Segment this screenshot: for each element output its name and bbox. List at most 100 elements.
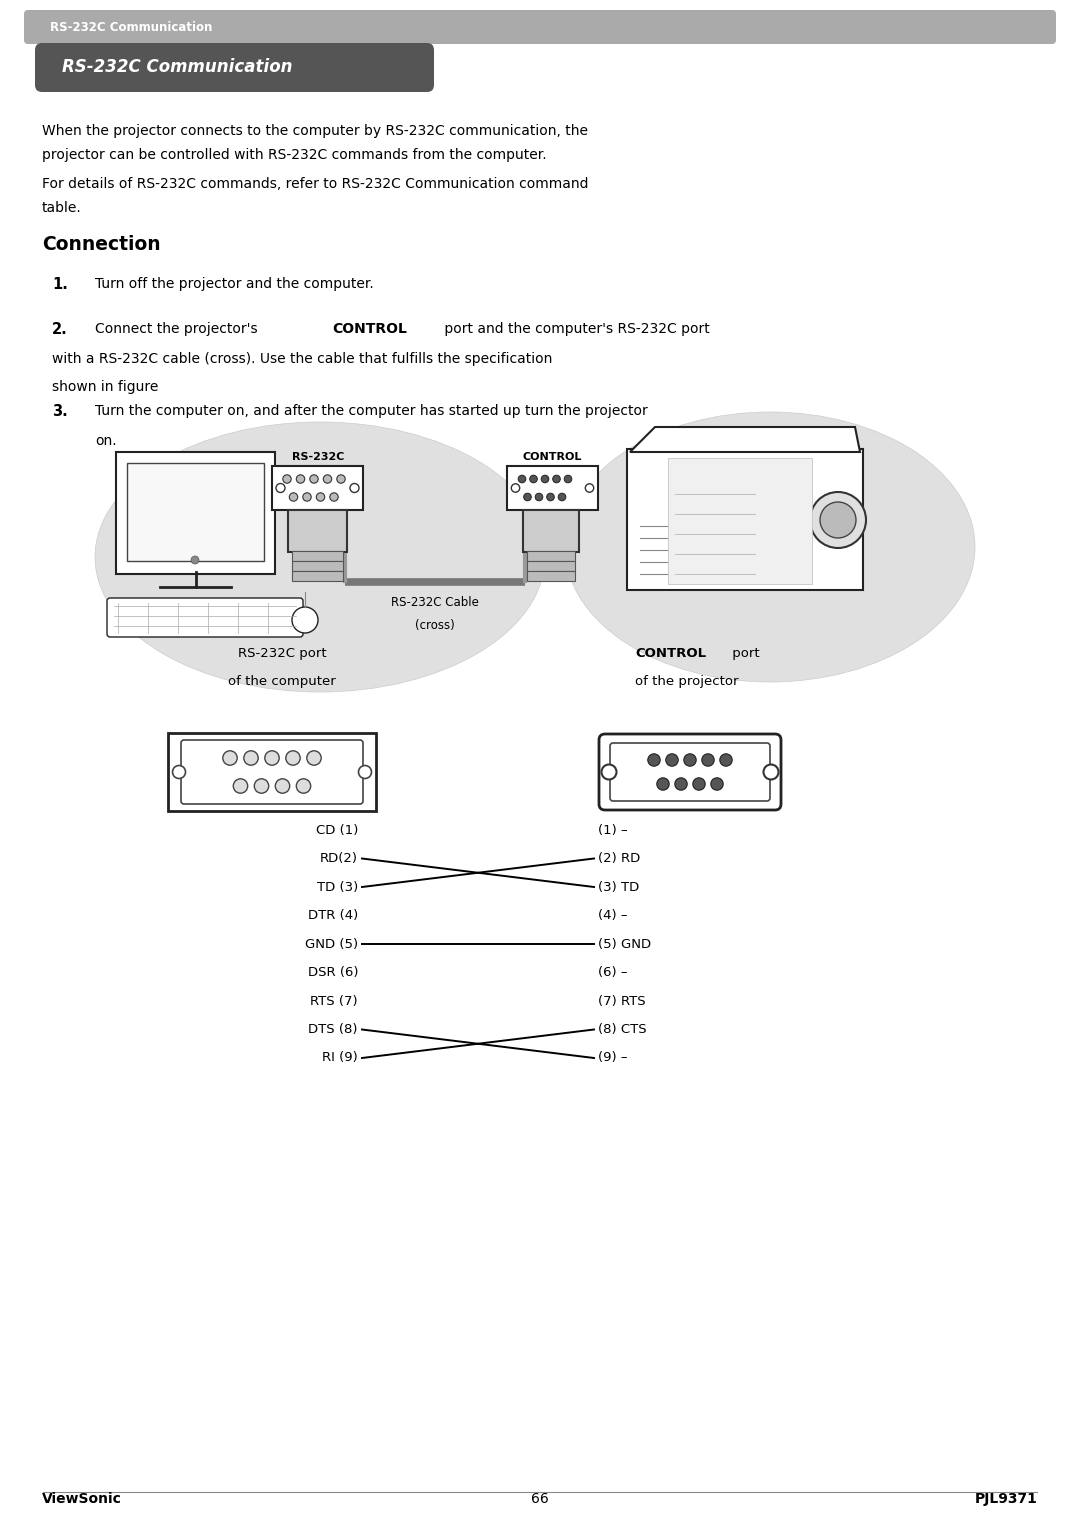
FancyBboxPatch shape	[107, 597, 303, 637]
Text: on.: on.	[95, 434, 117, 447]
FancyBboxPatch shape	[507, 466, 598, 510]
Circle shape	[307, 751, 321, 764]
Circle shape	[276, 484, 285, 492]
Circle shape	[302, 493, 311, 501]
Circle shape	[719, 754, 732, 766]
Text: CONTROL: CONTROL	[635, 647, 706, 660]
Text: 2.: 2.	[52, 322, 68, 337]
Circle shape	[536, 493, 543, 501]
Circle shape	[665, 754, 678, 766]
Text: RTS (7): RTS (7)	[310, 994, 357, 1008]
Text: DSR (6): DSR (6)	[308, 967, 357, 979]
Circle shape	[553, 475, 561, 483]
FancyBboxPatch shape	[288, 510, 347, 552]
Text: of the projector: of the projector	[635, 676, 739, 688]
Circle shape	[289, 493, 298, 501]
Circle shape	[692, 778, 705, 791]
Text: RS-232C: RS-232C	[292, 452, 345, 463]
Text: CD (1): CD (1)	[315, 824, 357, 836]
Circle shape	[546, 493, 554, 501]
Text: (7) RTS: (7) RTS	[598, 994, 646, 1008]
Circle shape	[675, 778, 687, 791]
Circle shape	[529, 475, 538, 483]
Text: RS-232C Communication: RS-232C Communication	[50, 20, 213, 34]
Text: projector can be controlled with RS-232C commands from the computer.: projector can be controlled with RS-232C…	[42, 149, 546, 162]
Circle shape	[283, 475, 292, 483]
Circle shape	[648, 754, 660, 766]
Circle shape	[524, 493, 531, 501]
Circle shape	[265, 751, 280, 764]
FancyBboxPatch shape	[127, 463, 264, 561]
Circle shape	[296, 778, 311, 794]
Circle shape	[323, 475, 332, 483]
Circle shape	[191, 556, 199, 564]
Ellipse shape	[95, 421, 545, 692]
Text: Turn off the projector and the computer.: Turn off the projector and the computer.	[95, 277, 374, 291]
Circle shape	[286, 751, 300, 764]
Circle shape	[173, 766, 186, 778]
Text: (2) RD: (2) RD	[598, 852, 640, 866]
Text: Connect the projector's: Connect the projector's	[95, 322, 262, 336]
Text: Turn the computer on, and after the computer has started up turn the projector: Turn the computer on, and after the comp…	[95, 404, 648, 418]
Circle shape	[657, 778, 670, 791]
Ellipse shape	[565, 412, 975, 682]
Circle shape	[316, 493, 325, 501]
Circle shape	[222, 751, 238, 764]
FancyBboxPatch shape	[527, 561, 575, 571]
Circle shape	[711, 778, 724, 791]
FancyBboxPatch shape	[24, 11, 1056, 44]
FancyBboxPatch shape	[292, 561, 343, 571]
Text: (1) –: (1) –	[598, 824, 627, 836]
Text: port and the computer's RS-232C port: port and the computer's RS-232C port	[440, 322, 710, 336]
Text: (8) CTS: (8) CTS	[598, 1023, 647, 1036]
Text: DTR (4): DTR (4)	[308, 908, 357, 922]
FancyBboxPatch shape	[610, 743, 770, 801]
FancyBboxPatch shape	[292, 571, 343, 581]
Text: with a RS-232C cable (cross). Use the cable that fulfills the specification: with a RS-232C cable (cross). Use the ca…	[52, 352, 552, 366]
Text: ViewSonic: ViewSonic	[42, 1492, 122, 1506]
Polygon shape	[630, 427, 860, 452]
Circle shape	[310, 475, 319, 483]
Text: RS-232C Communication: RS-232C Communication	[62, 58, 293, 77]
Circle shape	[254, 778, 269, 794]
Circle shape	[350, 484, 359, 492]
FancyBboxPatch shape	[168, 732, 376, 810]
Text: table.: table.	[42, 202, 82, 216]
Circle shape	[233, 778, 247, 794]
Text: 3.: 3.	[52, 404, 68, 418]
Text: of the computer: of the computer	[228, 676, 336, 688]
Text: (5) GND: (5) GND	[598, 938, 651, 950]
Text: 66: 66	[531, 1492, 549, 1506]
Circle shape	[244, 751, 258, 764]
Text: (cross): (cross)	[415, 619, 455, 633]
Text: (6) –: (6) –	[598, 967, 627, 979]
Circle shape	[764, 764, 779, 780]
FancyBboxPatch shape	[527, 571, 575, 581]
Text: DTS (8): DTS (8)	[309, 1023, 357, 1036]
Circle shape	[511, 484, 519, 492]
Circle shape	[564, 475, 571, 483]
Circle shape	[541, 475, 549, 483]
Circle shape	[359, 766, 372, 778]
Text: RD(2): RD(2)	[320, 852, 357, 866]
Text: CONTROL: CONTROL	[523, 452, 582, 463]
FancyBboxPatch shape	[181, 740, 363, 804]
FancyBboxPatch shape	[527, 552, 575, 561]
Circle shape	[820, 502, 856, 538]
Text: (4) –: (4) –	[598, 908, 627, 922]
Text: For details of RS-232C commands, refer to RS-232C Communication command: For details of RS-232C commands, refer t…	[42, 178, 589, 192]
Text: (9) –: (9) –	[598, 1051, 627, 1065]
Text: RS-232C Cable: RS-232C Cable	[391, 596, 478, 610]
Circle shape	[810, 492, 866, 548]
FancyBboxPatch shape	[272, 466, 363, 510]
Circle shape	[602, 764, 617, 780]
Text: shown in figure: shown in figure	[52, 380, 159, 394]
Text: 1.: 1.	[52, 277, 68, 293]
Text: RS-232C port: RS-232C port	[238, 647, 326, 660]
Text: RI (9): RI (9)	[322, 1051, 357, 1065]
FancyBboxPatch shape	[523, 510, 579, 552]
Text: Connection: Connection	[42, 234, 161, 254]
FancyBboxPatch shape	[35, 43, 434, 92]
Circle shape	[292, 607, 318, 633]
Text: TD (3): TD (3)	[316, 881, 357, 893]
